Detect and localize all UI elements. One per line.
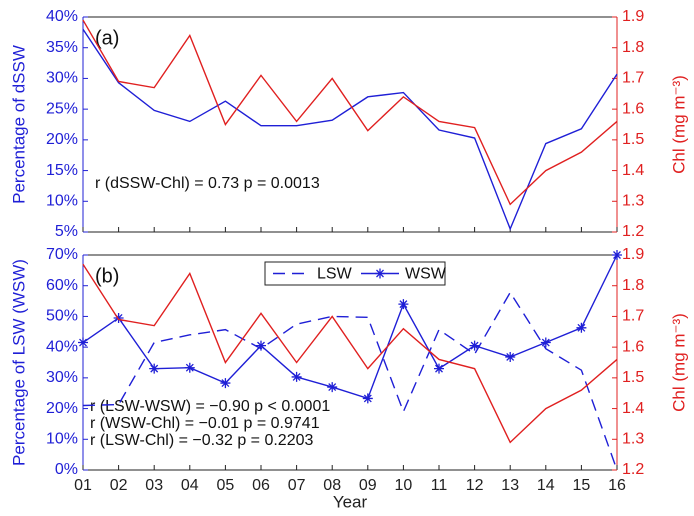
y-tick-label: 30% (46, 369, 78, 386)
y2-axis-label: Chl (mg m⁻³) (669, 75, 688, 174)
y-tick-label: 5% (55, 223, 78, 240)
series-line (82, 291, 618, 471)
y2-tick-label: 1.7 (622, 308, 644, 325)
y-tick-label: 60% (46, 277, 78, 294)
x-tick-label: 07 (288, 477, 306, 494)
y-tick-label: 40% (46, 8, 78, 25)
x-tick-label: 02 (110, 477, 128, 494)
x-tick-label: 15 (573, 477, 591, 494)
y-tick-label: 40% (46, 338, 78, 355)
annotation: r (dSSW-Chl) = 0.73 p = 0.0013 (95, 175, 320, 192)
y-axis-label: Percentage of LSW (WSW) (9, 259, 28, 466)
y2-tick-label: 1.9 (622, 8, 644, 25)
series-line (82, 28, 618, 231)
legend-label: LSW (317, 266, 353, 283)
series-marker (149, 363, 160, 374)
y-tick-label: 50% (46, 308, 78, 325)
y2-tick-label: 1.2 (622, 223, 644, 240)
series-marker (469, 340, 480, 351)
x-tick-label: 08 (323, 477, 341, 494)
y-tick-label: 15% (46, 162, 78, 179)
panel-label: (b) (95, 265, 119, 287)
y2-tick-label: 1.3 (622, 431, 644, 448)
x-tick-label: 14 (537, 477, 555, 494)
y2-tick-label: 1.4 (622, 400, 644, 417)
x-axis-label: Year (333, 492, 368, 511)
series-marker (362, 393, 373, 404)
series-marker (184, 362, 195, 373)
y-tick-label: 30% (46, 70, 78, 87)
series-marker (612, 250, 622, 260)
series-line (82, 19, 618, 206)
y2-tick-label: 1.6 (622, 100, 644, 117)
series-marker (78, 337, 88, 348)
series-line (82, 263, 618, 444)
series-marker (327, 382, 338, 393)
series-marker (256, 340, 266, 351)
annotation: r (LSW-Chl) = −0.32 p = 0.2203 (90, 432, 313, 449)
legend-box (264, 261, 446, 286)
x-tick-label: 03 (145, 477, 163, 494)
y2-tick-label: 1.5 (622, 131, 644, 148)
y-tick-label: 10% (46, 193, 78, 210)
y2-axis-label: Chl (mg m⁻³) (669, 313, 688, 412)
y2-tick-label: 1.4 (622, 162, 644, 179)
x-tick-label: 13 (501, 477, 519, 494)
y-axis-label: Percentage of dSSW (9, 45, 28, 204)
y2-tick-label: 1.2 (622, 461, 644, 478)
series-marker (113, 312, 124, 323)
y-tick-label: 20% (46, 131, 78, 148)
y2-tick-label: 1.5 (622, 369, 644, 386)
series-marker (540, 337, 551, 348)
y2-tick-label: 1.9 (622, 246, 644, 263)
x-tick-label: 01 (74, 477, 92, 494)
x-tick-label: 05 (217, 477, 235, 494)
x-tick-label: 09 (359, 477, 377, 494)
x-tick-label: 16 (608, 477, 626, 494)
y-tick-label: 35% (46, 39, 78, 56)
legend-marker (375, 268, 385, 279)
annotation: r (LSW-WSW) = −0.90 p < 0.0001 (90, 398, 330, 415)
x-tick-label: 11 (431, 477, 448, 494)
y2-tick-label: 1.7 (622, 70, 644, 87)
x-tick-label: 04 (181, 477, 199, 494)
panel-label: (a) (95, 27, 119, 49)
series-marker (505, 351, 516, 362)
x-tick-label: 10 (395, 477, 413, 494)
series-marker (398, 299, 409, 310)
y2-tick-label: 1.8 (622, 39, 644, 56)
y-tick-label: 70% (46, 246, 78, 263)
series-marker (576, 322, 587, 333)
legend-label: WSW (405, 266, 447, 283)
y-tick-label: 25% (46, 100, 78, 117)
y2-tick-label: 1.6 (622, 338, 644, 355)
series-marker (434, 363, 444, 374)
x-tick-label: 12 (466, 477, 484, 494)
y-tick-label: 20% (46, 400, 78, 417)
series-marker (291, 371, 302, 382)
series-line (82, 254, 618, 400)
x-tick-label: 06 (252, 477, 270, 494)
y2-tick-label: 1.3 (622, 193, 644, 210)
y-tick-label: 10% (46, 431, 78, 448)
series-marker (220, 378, 231, 389)
annotation: r (WSW-Chl) = −0.01 p = 0.9741 (90, 415, 320, 432)
y2-tick-label: 1.8 (622, 277, 644, 294)
y-tick-label: 0% (55, 461, 78, 478)
